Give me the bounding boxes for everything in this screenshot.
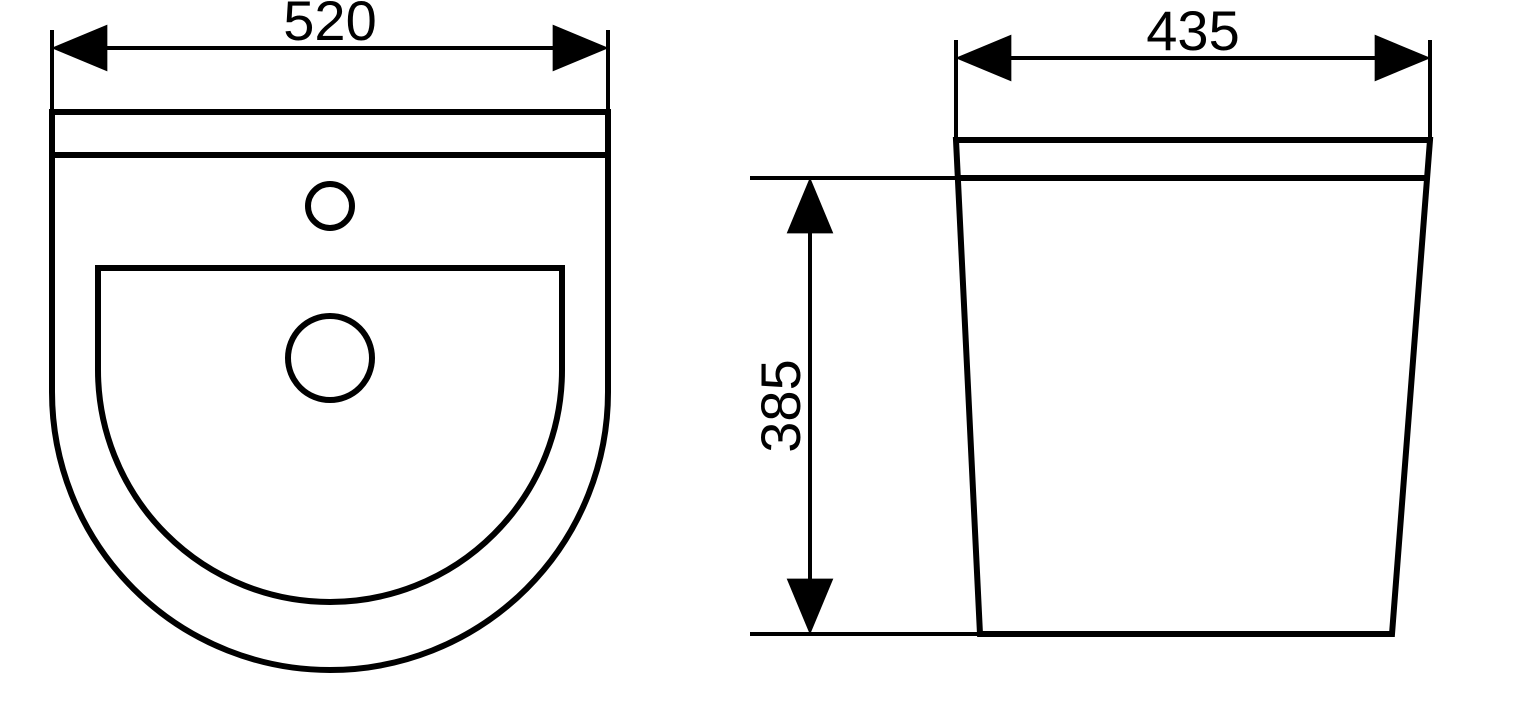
technical-drawing: 520 435 385 (0, 0, 1513, 707)
dim-height-385-label: 385 (749, 359, 812, 452)
dim-width-520-label: 520 (283, 0, 376, 52)
dim-width-520: 520 (52, 0, 608, 112)
dim-height-385: 385 (749, 178, 980, 634)
side-outline (956, 140, 1430, 634)
tap-hole (308, 184, 352, 228)
dim-width-435: 435 (956, 0, 1430, 140)
side-view: 435 385 (749, 0, 1430, 634)
front-view: 520 (52, 0, 608, 670)
drain-hole (288, 316, 372, 400)
basin-outer (52, 112, 608, 670)
dim-width-435-label: 435 (1146, 0, 1239, 62)
